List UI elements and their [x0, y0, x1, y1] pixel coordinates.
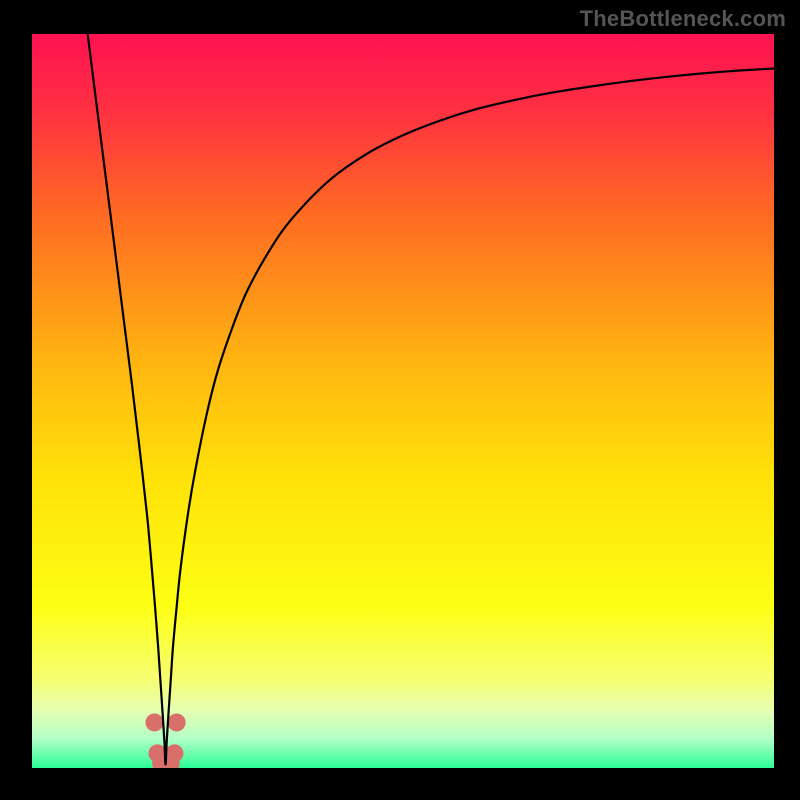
watermark-text: TheBottleneck.com: [580, 6, 786, 32]
curve-minimum-marker: [168, 713, 186, 731]
figure-frame: TheBottleneck.com: [0, 0, 800, 800]
gradient-background: [32, 34, 774, 768]
curve-minimum-marker: [145, 713, 163, 731]
bottleneck-curve-chart: [32, 34, 774, 768]
chart-plot-area: [32, 34, 774, 768]
curve-minimum-marker: [165, 744, 183, 762]
